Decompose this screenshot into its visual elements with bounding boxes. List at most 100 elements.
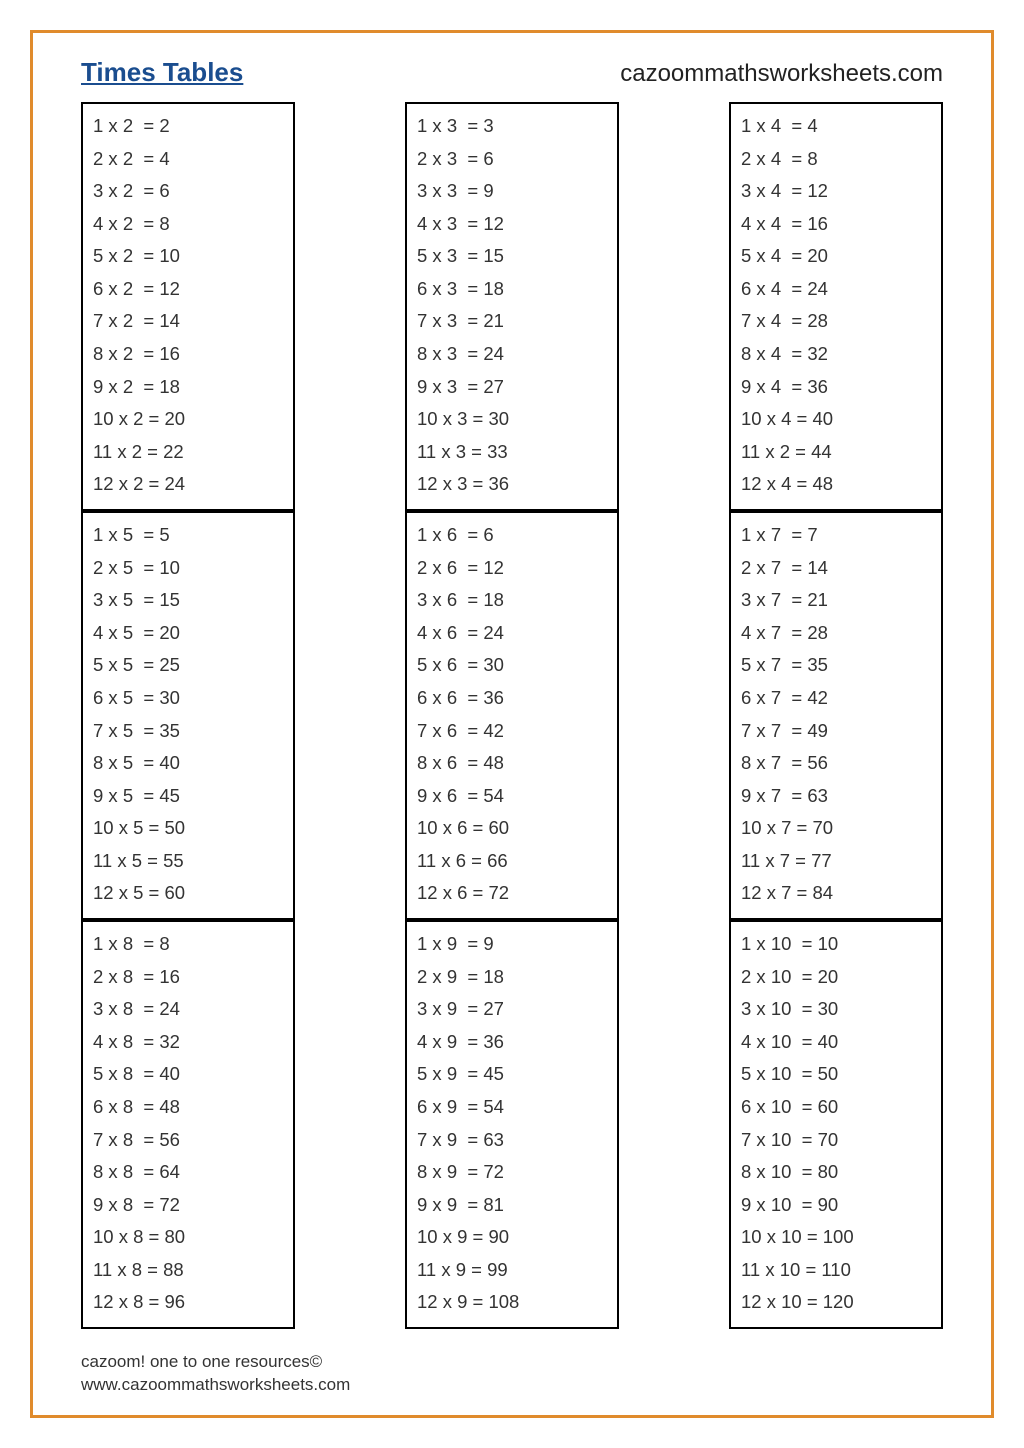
times-table-3: 1 x 3 = 32 x 3 = 63 x 3 = 94 x 3 = 125 x… (405, 102, 619, 511)
table-row: 4 x 7 = 28 (741, 619, 931, 648)
table-row: 8 x 3 = 24 (417, 340, 607, 369)
table-row: 11 x 7 = 77 (741, 847, 931, 876)
table-row: 8 x 2 = 16 (93, 340, 283, 369)
table-row: 3 x 7 = 21 (741, 586, 931, 615)
times-table-4: 1 x 4 = 42 x 4 = 83 x 4 = 124 x 4 = 165 … (729, 102, 943, 511)
table-row: 1 x 9 = 9 (417, 930, 607, 959)
table-row: 11 x 10 = 110 (741, 1256, 931, 1285)
table-row: 1 x 3 = 3 (417, 112, 607, 141)
table-row: 12 x 4 = 48 (741, 470, 931, 499)
table-row: 4 x 2 = 8 (93, 210, 283, 239)
table-row: 7 x 2 = 14 (93, 307, 283, 336)
table-row: 1 x 4 = 4 (741, 112, 931, 141)
table-row: 9 x 5 = 45 (93, 782, 283, 811)
table-row: 12 x 2 = 24 (93, 470, 283, 499)
table-row: 5 x 7 = 35 (741, 651, 931, 680)
table-row: 12 x 5 = 60 (93, 879, 283, 908)
table-row: 7 x 10 = 70 (741, 1126, 931, 1155)
table-row: 12 x 8 = 96 (93, 1288, 283, 1317)
table-row: 5 x 8 = 40 (93, 1060, 283, 1089)
table-row: 1 x 7 = 7 (741, 521, 931, 550)
table-row: 3 x 8 = 24 (93, 995, 283, 1024)
footer-line-2: www.cazoommathsworksheets.com (81, 1374, 943, 1397)
table-row: 4 x 3 = 12 (417, 210, 607, 239)
times-table-10: 1 x 10 = 102 x 10 = 203 x 10 = 304 x 10 … (729, 920, 943, 1329)
header-row: Times Tables cazoommathsworksheets.com (81, 57, 943, 88)
table-row: 7 x 6 = 42 (417, 717, 607, 746)
table-row: 2 x 6 = 12 (417, 554, 607, 583)
times-table-8: 1 x 8 = 82 x 8 = 163 x 8 = 244 x 8 = 325… (81, 920, 295, 1329)
table-row: 11 x 6 = 66 (417, 847, 607, 876)
table-row: 6 x 3 = 18 (417, 275, 607, 304)
table-row: 7 x 4 = 28 (741, 307, 931, 336)
table-row: 5 x 4 = 20 (741, 242, 931, 271)
table-row: 12 x 9 = 108 (417, 1288, 607, 1317)
table-row: 3 x 6 = 18 (417, 586, 607, 615)
table-row: 5 x 10 = 50 (741, 1060, 931, 1089)
table-row: 2 x 10 = 20 (741, 963, 931, 992)
table-row: 8 x 5 = 40 (93, 749, 283, 778)
table-row: 1 x 6 = 6 (417, 521, 607, 550)
table-row: 8 x 7 = 56 (741, 749, 931, 778)
table-row: 7 x 3 = 21 (417, 307, 607, 336)
table-row: 6 x 2 = 12 (93, 275, 283, 304)
table-row: 6 x 7 = 42 (741, 684, 931, 713)
table-row: 10 x 7 = 70 (741, 814, 931, 843)
table-row: 4 x 9 = 36 (417, 1028, 607, 1057)
table-row: 7 x 8 = 56 (93, 1126, 283, 1155)
table-row: 12 x 10 = 120 (741, 1288, 931, 1317)
times-table-2: 1 x 2 = 22 x 2 = 43 x 2 = 64 x 2 = 85 x … (81, 102, 295, 511)
table-row: 4 x 5 = 20 (93, 619, 283, 648)
table-row: 3 x 5 = 15 (93, 586, 283, 615)
table-row: 3 x 4 = 12 (741, 177, 931, 206)
table-row: 9 x 7 = 63 (741, 782, 931, 811)
table-row: 5 x 9 = 45 (417, 1060, 607, 1089)
table-row: 11 x 2 = 44 (741, 438, 931, 467)
table-row: 5 x 2 = 10 (93, 242, 283, 271)
table-row: 10 x 8 = 80 (93, 1223, 283, 1252)
footer: cazoom! one to one resources© www.cazoom… (81, 1351, 943, 1397)
table-row: 8 x 4 = 32 (741, 340, 931, 369)
table-row: 9 x 6 = 54 (417, 782, 607, 811)
table-row: 9 x 10 = 90 (741, 1191, 931, 1220)
table-row: 1 x 5 = 5 (93, 521, 283, 550)
tables-grid: 1 x 2 = 22 x 2 = 43 x 2 = 64 x 2 = 85 x … (81, 102, 943, 1329)
table-row: 11 x 9 = 99 (417, 1256, 607, 1285)
table-row: 10 x 5 = 50 (93, 814, 283, 843)
table-row: 8 x 8 = 64 (93, 1158, 283, 1187)
table-row: 10 x 4 = 40 (741, 405, 931, 434)
footer-line-1: cazoom! one to one resources© (81, 1351, 943, 1374)
table-row: 3 x 3 = 9 (417, 177, 607, 206)
times-table-6: 1 x 6 = 62 x 6 = 123 x 6 = 184 x 6 = 245… (405, 511, 619, 920)
table-row: 4 x 8 = 32 (93, 1028, 283, 1057)
table-row: 2 x 9 = 18 (417, 963, 607, 992)
table-row: 6 x 5 = 30 (93, 684, 283, 713)
table-row: 4 x 10 = 40 (741, 1028, 931, 1057)
table-row: 1 x 10 = 10 (741, 930, 931, 959)
table-row: 10 x 10 = 100 (741, 1223, 931, 1252)
times-table-9: 1 x 9 = 92 x 9 = 183 x 9 = 274 x 9 = 365… (405, 920, 619, 1329)
table-row: 7 x 5 = 35 (93, 717, 283, 746)
table-row: 7 x 7 = 49 (741, 717, 931, 746)
table-row: 6 x 8 = 48 (93, 1093, 283, 1122)
table-row: 8 x 9 = 72 (417, 1158, 607, 1187)
table-row: 10 x 9 = 90 (417, 1223, 607, 1252)
table-row: 9 x 3 = 27 (417, 373, 607, 402)
table-row: 8 x 6 = 48 (417, 749, 607, 778)
table-row: 11 x 3 = 33 (417, 438, 607, 467)
table-row: 7 x 9 = 63 (417, 1126, 607, 1155)
site-label: cazoommathsworksheets.com (620, 60, 943, 88)
times-table-5: 1 x 5 = 52 x 5 = 103 x 5 = 154 x 5 = 205… (81, 511, 295, 920)
table-row: 10 x 2 = 20 (93, 405, 283, 434)
table-row: 5 x 5 = 25 (93, 651, 283, 680)
times-table-7: 1 x 7 = 72 x 7 = 143 x 7 = 214 x 7 = 285… (729, 511, 943, 920)
table-row: 1 x 2 = 2 (93, 112, 283, 141)
table-row: 4 x 6 = 24 (417, 619, 607, 648)
table-row: 2 x 8 = 16 (93, 963, 283, 992)
table-row: 6 x 10 = 60 (741, 1093, 931, 1122)
table-row: 11 x 5 = 55 (93, 847, 283, 876)
table-row: 12 x 3 = 36 (417, 470, 607, 499)
table-row: 10 x 6 = 60 (417, 814, 607, 843)
table-row: 5 x 3 = 15 (417, 242, 607, 271)
table-row: 8 x 10 = 80 (741, 1158, 931, 1187)
